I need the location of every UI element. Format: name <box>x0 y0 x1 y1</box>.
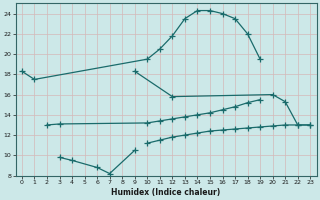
X-axis label: Humidex (Indice chaleur): Humidex (Indice chaleur) <box>111 188 221 197</box>
